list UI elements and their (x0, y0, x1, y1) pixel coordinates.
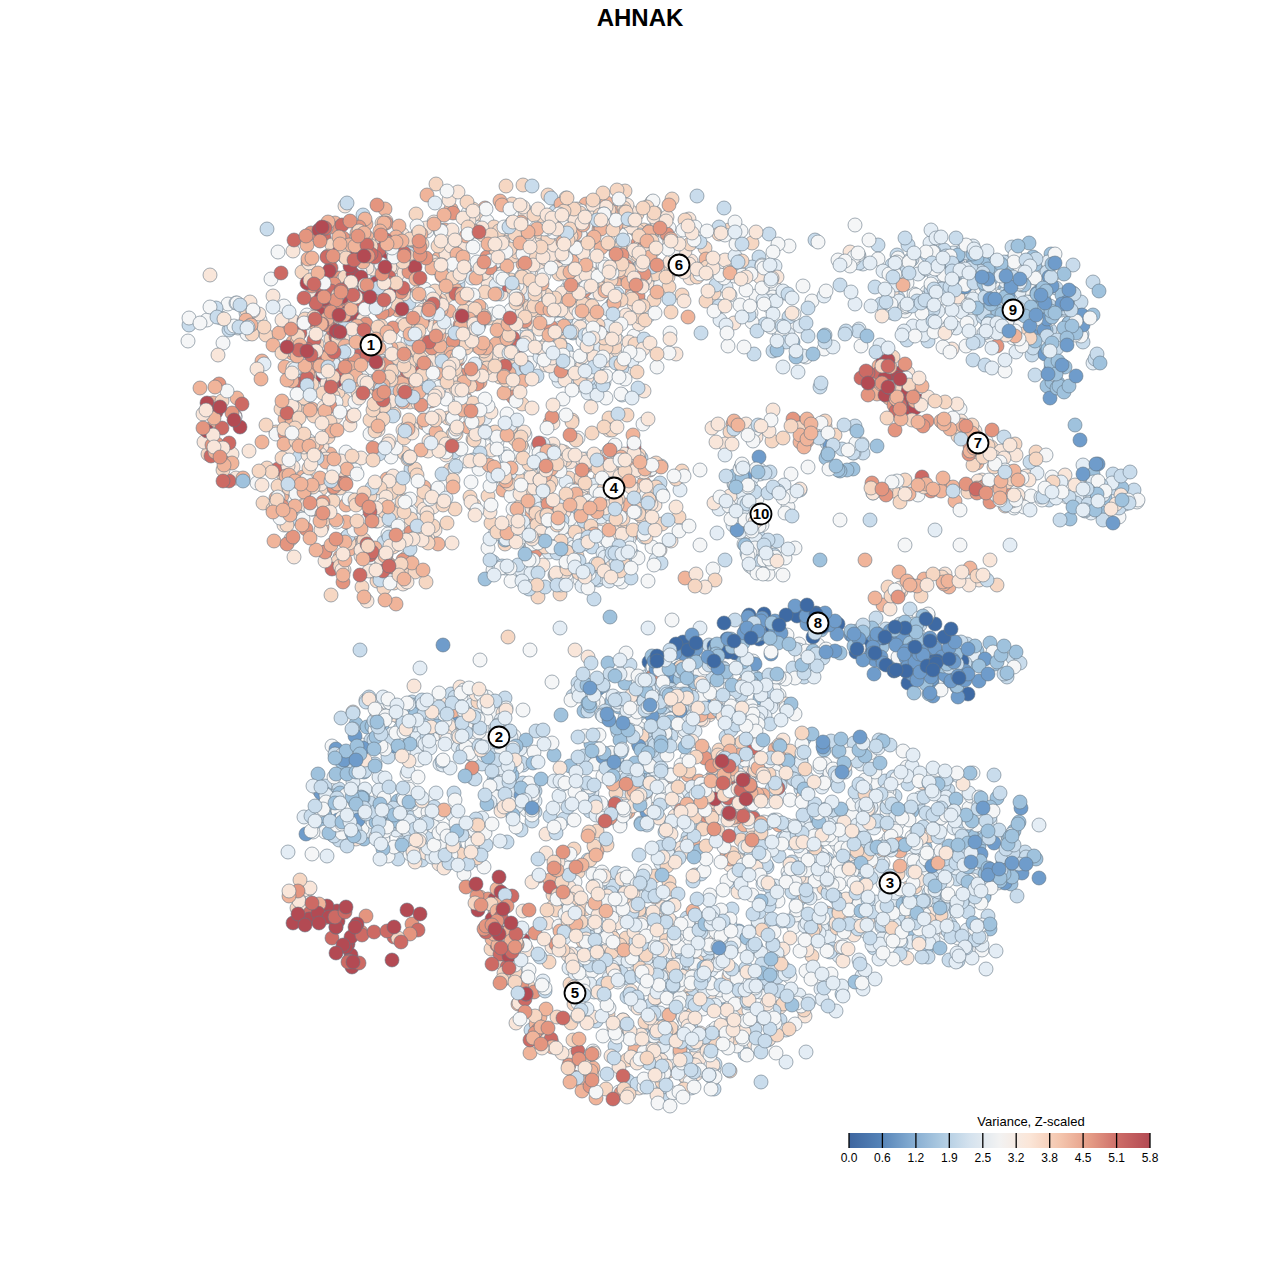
svg-text:4: 4 (610, 479, 619, 496)
svg-text:AHNAK: AHNAK (597, 4, 684, 31)
svg-text:3: 3 (886, 874, 894, 891)
svg-text:0.6: 0.6 (874, 1151, 891, 1165)
svg-text:3.2: 3.2 (1008, 1151, 1025, 1165)
svg-text:2.5: 2.5 (974, 1151, 991, 1165)
svg-text:10: 10 (753, 505, 770, 522)
svg-text:5: 5 (571, 984, 579, 1001)
svg-text:9: 9 (1009, 301, 1017, 318)
svg-text:8: 8 (814, 614, 822, 631)
svg-text:Variance, Z-scaled: Variance, Z-scaled (977, 1114, 1084, 1129)
svg-text:7: 7 (974, 434, 982, 451)
svg-text:5.1: 5.1 (1108, 1151, 1125, 1165)
svg-text:4.5: 4.5 (1075, 1151, 1092, 1165)
svg-text:6: 6 (675, 256, 683, 273)
svg-text:1: 1 (367, 336, 375, 353)
svg-text:1.2: 1.2 (908, 1151, 925, 1165)
svg-text:2: 2 (495, 728, 503, 745)
svg-text:3.8: 3.8 (1041, 1151, 1058, 1165)
svg-text:0.0: 0.0 (841, 1151, 858, 1165)
svg-text:5.8: 5.8 (1142, 1151, 1159, 1165)
svg-text:1.9: 1.9 (941, 1151, 958, 1165)
